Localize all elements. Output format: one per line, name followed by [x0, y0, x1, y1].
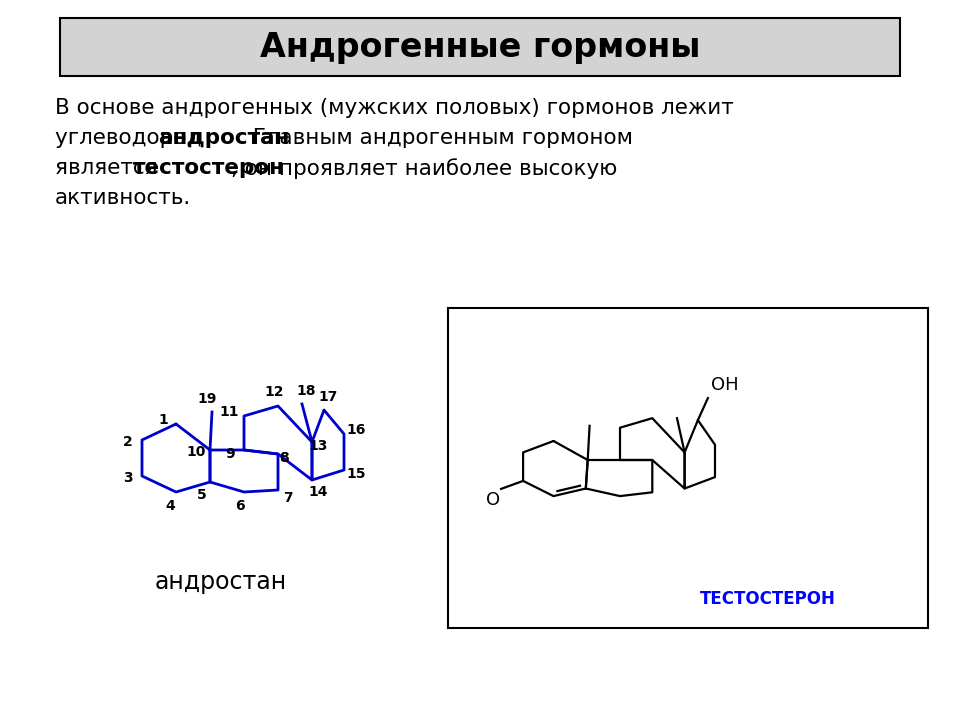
Text: активность.: активность.: [55, 188, 191, 208]
Text: 7: 7: [283, 491, 293, 505]
Text: 16: 16: [347, 423, 366, 437]
Text: 6: 6: [235, 499, 245, 513]
Text: . Главным андрогенным гормоном: . Главным андрогенным гормоном: [239, 128, 634, 148]
Text: OH: OH: [711, 376, 738, 394]
Text: 18: 18: [297, 384, 316, 398]
Text: 15: 15: [347, 467, 366, 481]
Text: Андрогенные гормоны: Андрогенные гормоны: [260, 30, 700, 63]
Text: тестостерон: тестостерон: [132, 158, 284, 178]
Text: 5: 5: [197, 488, 206, 502]
Text: 13: 13: [308, 439, 327, 453]
Text: является: является: [55, 158, 164, 178]
Text: 8: 8: [279, 451, 289, 465]
Bar: [60, 18, 900, 76]
Text: углеводород: углеводород: [55, 128, 208, 148]
Text: ТЕСТОСТЕРОН: ТЕСТОСТЕРОН: [700, 590, 836, 608]
Text: 4: 4: [165, 499, 175, 513]
Text: В основе андрогенных (мужских половых) гормонов лежит: В основе андрогенных (мужских половых) г…: [55, 98, 733, 118]
Text: 17: 17: [319, 390, 338, 404]
Text: 9: 9: [226, 447, 235, 461]
Text: андростан: андростан: [158, 128, 290, 148]
Text: 12: 12: [264, 385, 284, 399]
Text: , он проявляет наиболее высокую: , он проявляет наиболее высокую: [231, 158, 617, 179]
Text: 1: 1: [158, 413, 168, 427]
Text: андростан: андростан: [155, 570, 287, 594]
Text: 14: 14: [308, 485, 327, 499]
Text: 10: 10: [186, 445, 205, 459]
Text: 3: 3: [123, 471, 132, 485]
Text: 2: 2: [123, 435, 132, 449]
Bar: [448, 308, 928, 628]
Text: 11: 11: [219, 405, 239, 419]
Text: 19: 19: [198, 392, 217, 406]
Text: O: O: [486, 491, 500, 509]
